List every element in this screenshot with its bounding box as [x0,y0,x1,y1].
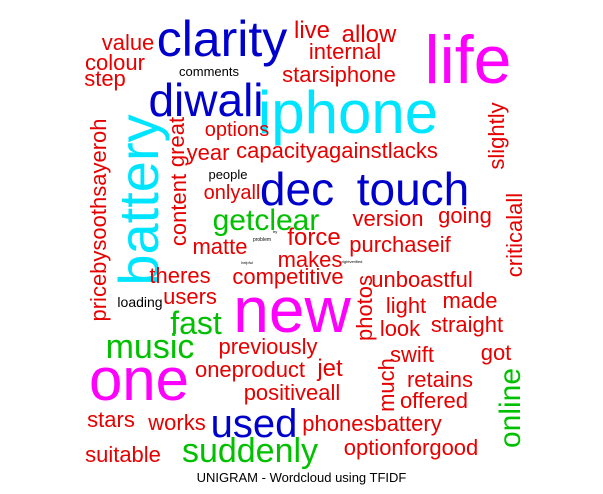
word-makes: makes [278,247,343,272]
word-getclear: getclear [213,204,320,237]
word-problem: problem [253,237,271,243]
word-comments: comments [179,64,239,79]
word-fast: fast [170,305,222,341]
word-jet: jet [316,355,343,382]
word-positiveall: positiveall [244,380,341,405]
word-allow: allow [342,21,397,48]
word-offered: offered [400,388,468,413]
word-starsiphone: starsiphone [282,62,396,87]
word-helpful: helpful [241,260,253,265]
word-matte: matte [192,234,247,259]
word-much: much [374,358,399,412]
word-internal: internal [309,39,381,64]
word-new: new [233,274,351,346]
word-music: music [106,328,195,366]
word-capacityagainstlacks: capacityagainstlacks [236,138,438,163]
word-straight: straight [431,312,503,337]
word-theres: theres [149,263,210,288]
word-oneproduct: oneproduct [195,357,305,382]
word-year: year [187,140,230,165]
word-swift: swift [390,342,434,367]
word-optionforgood: optionforgood [344,435,479,460]
word-touch: touch [357,163,470,215]
word-look: look [380,316,421,341]
word-people: people [208,167,247,182]
word-slightly: slightly [484,102,509,169]
word-users: users [163,284,217,309]
word-going: going [438,203,492,228]
word-made: made [442,288,497,313]
word-step: step [84,66,126,91]
word-suitable: suitable [85,442,161,467]
word-loading: loading [117,294,162,310]
word-light: light [386,293,426,318]
word-battery: battery [107,114,170,285]
word-stars: stars [87,407,135,432]
word-phonesbattery: phonesbattery [302,411,441,436]
chart-title: UNIGRAM - Wordcloud using TFIDF [196,470,407,485]
word-works: works [147,410,205,435]
word-got: got [481,340,512,365]
word-photos: photos [352,275,377,341]
word-online: online [494,368,527,448]
word-colour: colour [85,50,145,75]
word-rightverified: rightverified [342,259,363,264]
word-previously: previously [218,334,317,359]
word-dec: dec [260,163,334,215]
word-one: one [89,346,189,413]
word-life: life [425,22,512,98]
word-options: options [205,119,270,141]
word-purchaseif: purchaseif [349,232,451,257]
word-diwali: diwali [148,74,263,126]
word-used: used [211,402,298,446]
word-live: live [294,17,330,44]
word-iphone: iphone [258,79,438,146]
word-force: force [287,224,340,251]
word-suddenly: suddenly [182,432,318,470]
word-great: great [164,117,189,167]
word-value: value [102,30,155,55]
word-clarity: clarity [157,11,288,67]
word-criticalall: criticalall [502,193,527,277]
word-competitive: competitive [232,264,343,289]
word-onlyall: onlyall [204,182,261,204]
word-retains: retains [407,367,473,392]
word-version: version [353,206,424,231]
word-pricebysoothsayeroh: pricebysoothsayeroh [86,118,111,321]
word-content: content [166,174,191,246]
word-try: try [273,229,277,234]
word-unboastful: unboastful [371,267,473,292]
